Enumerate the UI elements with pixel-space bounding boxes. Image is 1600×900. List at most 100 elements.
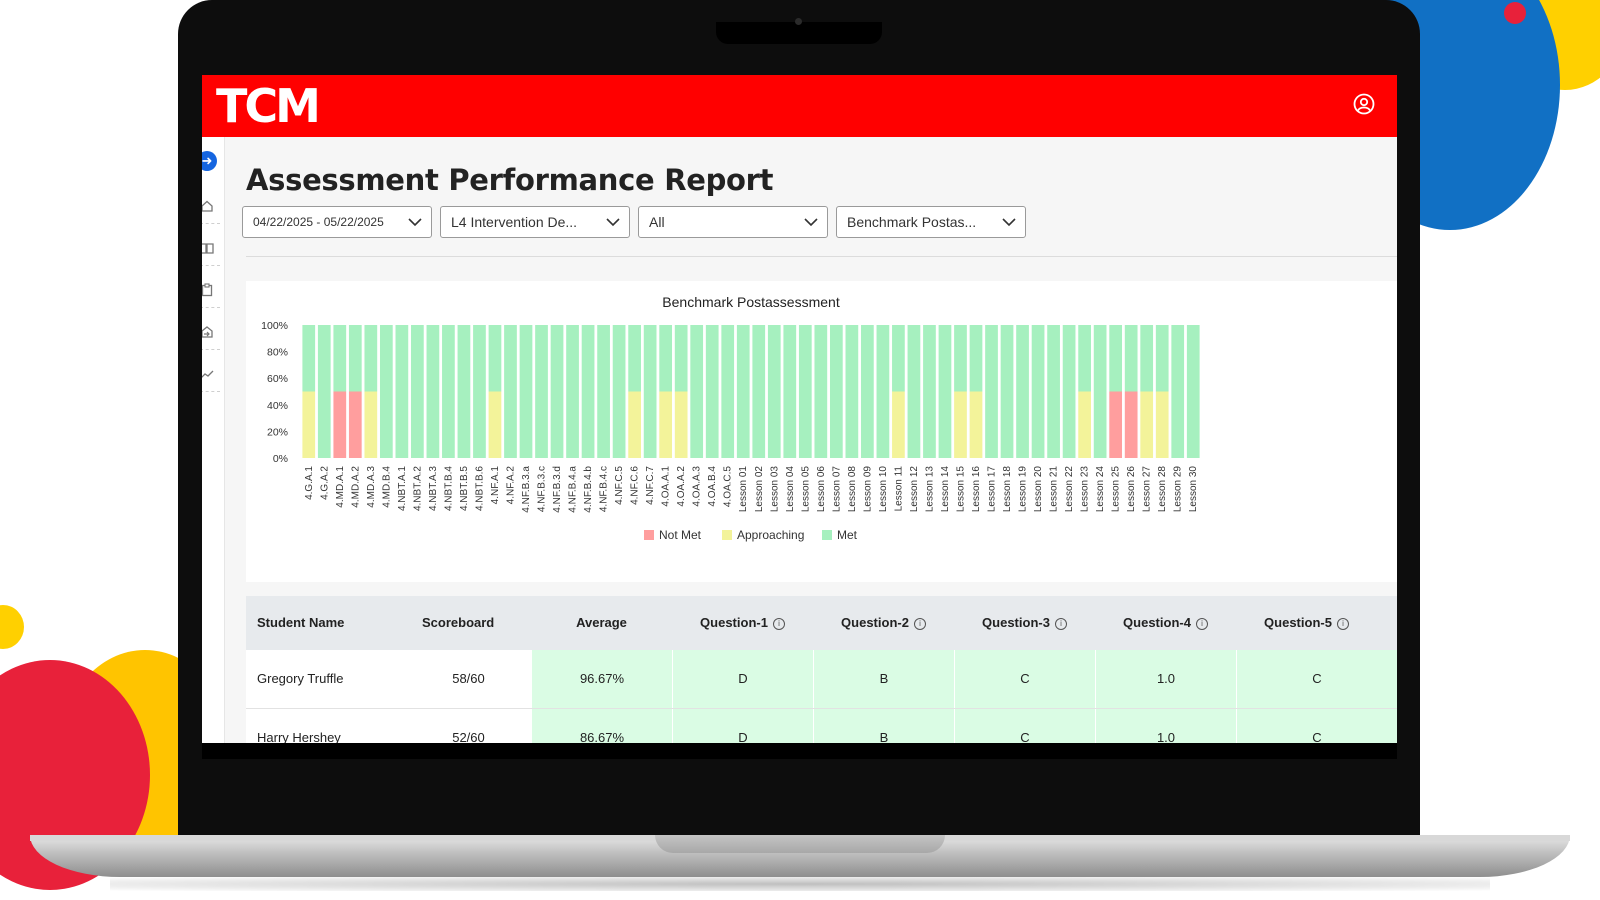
sidebar-item-clipboard[interactable]	[202, 271, 220, 308]
date-range-select[interactable]: 04/22/2025 - 05/22/2025	[242, 206, 432, 238]
x-tick-label: 4.NF.C.5	[614, 466, 625, 505]
bar-segment	[1140, 325, 1154, 392]
info-icon[interactable]: i	[772, 618, 785, 630]
bar-segment	[1000, 325, 1014, 458]
bar-segment	[876, 325, 890, 458]
header-question-2[interactable]: Question-2 i	[813, 596, 954, 650]
bar-segment	[705, 325, 719, 458]
sidebar-item-trend[interactable]	[202, 355, 220, 392]
tcm-logo[interactable]: TCM	[216, 79, 321, 133]
assessment-select[interactable]: Benchmark Postas...	[836, 206, 1026, 238]
cell-student-name[interactable]: Gregory Truffle	[257, 671, 344, 686]
bar-segment	[892, 391, 905, 458]
x-tick-label: 4.OA.A.2	[676, 466, 687, 507]
header-label: Question-4	[1123, 615, 1191, 630]
bar-segment	[519, 325, 533, 458]
bar-segment	[488, 325, 502, 392]
header-label: Scoreboard	[422, 615, 495, 630]
chevron-down-icon	[408, 218, 422, 227]
top-header-bar: TCM	[202, 75, 1397, 137]
header-question-3[interactable]: Question-3 i	[954, 596, 1095, 650]
bar-segment	[752, 325, 766, 458]
bar-segment	[674, 325, 688, 392]
bar-segment	[1124, 391, 1138, 458]
info-icon[interactable]: i	[913, 618, 926, 630]
legend-swatch	[822, 530, 832, 540]
header-question-4[interactable]: Question-4 i	[1095, 596, 1236, 650]
bar-segment	[317, 325, 331, 458]
decor-blob-red-small	[1504, 2, 1526, 24]
bar-segment	[612, 325, 626, 458]
sidebar-item-home[interactable]	[202, 187, 220, 224]
x-tick-label: 4.OA.A.1	[661, 466, 672, 507]
laptop-shadow	[110, 877, 1490, 891]
info-icon[interactable]: i	[1054, 618, 1067, 630]
x-tick-label: Lesson 07	[831, 466, 842, 513]
header-question-5[interactable]: Question-5 i	[1236, 596, 1377, 650]
x-tick-label: 4.G.A.1	[304, 466, 315, 500]
sidebar-item-book[interactable]	[202, 229, 220, 266]
cell-question-4: 1.0	[1095, 650, 1236, 708]
x-tick-label: 4.NBT.B.5	[459, 466, 470, 511]
bar-segment	[442, 325, 455, 458]
x-tick-label: Lesson 23	[1080, 466, 1091, 513]
bar-segment	[597, 325, 610, 458]
bar-segment	[938, 325, 952, 458]
cell-student-name[interactable]: Harry Hershey	[257, 730, 341, 745]
header-scoreboard[interactable]: Scoreboard	[422, 596, 494, 650]
bar-segment	[488, 391, 502, 458]
bar-segment	[348, 391, 362, 458]
sidebar-toggle-button[interactable]: ➜	[202, 151, 217, 171]
bar-segment	[736, 325, 750, 458]
group-select[interactable]: All	[638, 206, 828, 238]
x-tick-label: Lesson 11	[893, 466, 904, 512]
bar-segment	[674, 391, 688, 458]
x-tick-label: Lesson 08	[847, 466, 858, 513]
x-tick-label: Lesson 12	[909, 466, 920, 513]
header-student-name[interactable]: Student Name	[257, 596, 344, 650]
bar-segment	[364, 391, 378, 458]
cell-scoreboard: 58/60	[452, 671, 485, 686]
table-row[interactable]: Gregory Truffle 58/60 96.67% D B C 1.0 C	[246, 650, 1397, 709]
bar-segment	[628, 325, 641, 392]
x-tick-label: 4.MD.B.4	[381, 466, 392, 508]
header-question-1[interactable]: Question-1 i	[672, 596, 813, 650]
header-label: Question-3	[982, 615, 1050, 630]
legend-label: Approaching	[737, 528, 804, 542]
bar-segment	[395, 325, 409, 458]
x-tick-label: 4.NF.B.3.d	[552, 466, 563, 513]
group-value: All	[649, 214, 665, 230]
chevron-down-icon	[1002, 218, 1016, 227]
header-average[interactable]: Average	[531, 596, 672, 650]
x-tick-label: Lesson 15	[955, 466, 966, 513]
info-icon[interactable]: i	[1336, 618, 1349, 630]
program-select[interactable]: L4 Intervention De...	[440, 206, 630, 238]
cell-average: 96.67%	[531, 650, 672, 708]
camera-notch	[716, 22, 882, 44]
sidebar-item-export[interactable]	[202, 313, 220, 350]
bar-segment	[845, 325, 859, 458]
x-tick-label: 4.OA.B.4	[707, 466, 718, 507]
bar-segment	[348, 325, 362, 392]
x-tick-label: 4.OA.C.5	[723, 466, 734, 508]
x-tick-label: Lesson 22	[1064, 466, 1075, 513]
sidebar: ➜	[202, 137, 225, 759]
user-circle-icon[interactable]	[1353, 93, 1375, 115]
bar-segment	[1047, 325, 1060, 458]
info-icon[interactable]: i	[1195, 618, 1208, 630]
x-tick-label: Lesson 30	[1188, 466, 1199, 513]
x-tick-label: 4.NBT.B.4	[443, 466, 454, 511]
date-range-value: 04/22/2025 - 05/22/2025	[253, 215, 384, 229]
bar-segment	[1155, 391, 1169, 458]
x-tick-label: 4.NF.C.6	[630, 466, 641, 505]
x-tick-label: 4.NF.B.4.b	[583, 466, 594, 513]
bar-segment	[721, 325, 735, 458]
export-icon	[202, 326, 213, 338]
bar-segment	[1186, 325, 1200, 458]
bar-segment	[566, 325, 579, 458]
header-label: Average	[576, 615, 627, 630]
bar-segment	[504, 325, 517, 458]
decor-blob-yellow-left-small	[0, 605, 24, 649]
y-tick-label: 0%	[273, 453, 288, 465]
bar-segment	[659, 391, 673, 458]
